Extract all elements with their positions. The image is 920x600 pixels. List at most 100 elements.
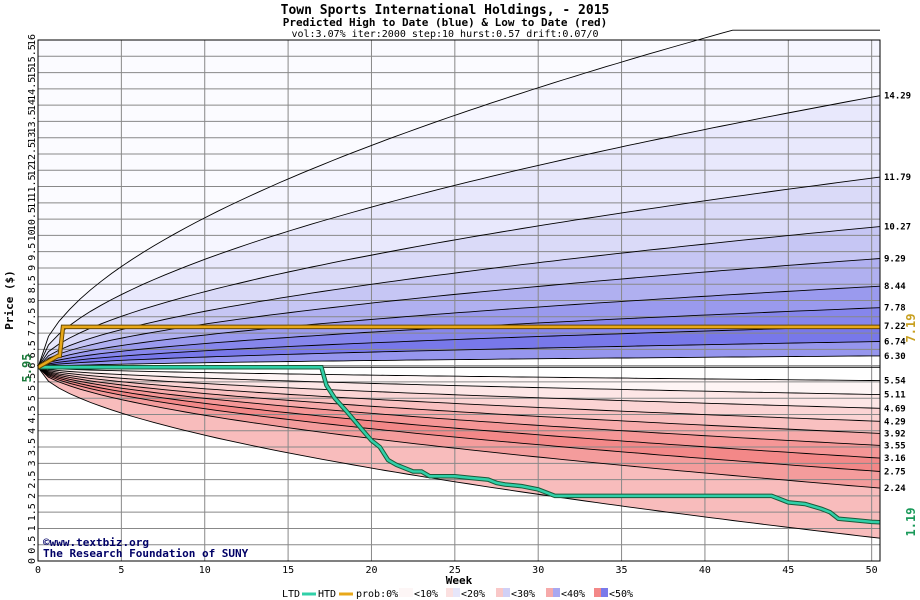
low-end-label-4: 3.92: [884, 429, 906, 439]
x-tick-label-15: 15: [282, 565, 294, 576]
percentile-line-12: [37, 366, 881, 409]
low-end-label-8: 2.24: [884, 484, 906, 494]
band-low-5: [38, 367, 880, 459]
band-low-4: [38, 367, 880, 446]
band-low-7: [38, 367, 880, 489]
legend-p10-label: <10%: [414, 589, 438, 600]
y-tick-label-25: 12.5: [27, 142, 38, 166]
band-high-3: [38, 226, 880, 368]
legend-swatch-40-blue: [601, 588, 608, 597]
y-tick-label-14: 7: [27, 330, 38, 336]
plot-frame: [37, 39, 881, 562]
grid-lines: [37, 39, 880, 562]
legend: LTD HTD prob:0% <10% <20% <30% <40% <50%: [282, 588, 633, 600]
band-high-6: [38, 307, 880, 368]
legend-ltd-label: LTD: [282, 589, 300, 600]
band-low-6: [38, 367, 880, 472]
x-axis-ticks: 0 5 10 15 20 25 30 35 40 45 50: [35, 565, 878, 576]
end-value-labels: 14.29 11.79 10.27 9.29 8.44 7.78 7.22 6.74 6.30 5…: [884, 92, 911, 494]
y-tick-label-2: 1: [27, 525, 38, 531]
y-tick-label-0: 0: [27, 558, 38, 564]
low-end-label-1: 5.11: [884, 391, 906, 401]
credit-copyright: ©www.textbiz.org: [43, 536, 149, 549]
legend-swatch-10-blue: [453, 588, 460, 597]
chart-title: Town Sports International Holdings, - 20…: [281, 3, 610, 18]
legend-swatch-30-red: [546, 588, 553, 597]
x-tick-label-35: 35: [616, 565, 628, 576]
htd-line: [37, 325, 880, 369]
y-tick-label-32: 16: [27, 34, 38, 46]
x-tick-label-50: 50: [866, 565, 878, 576]
percentile-line-14: [37, 366, 881, 434]
high-end-label-7: 6.74: [884, 338, 906, 348]
y-tick-label-13: 6.5: [27, 340, 38, 358]
low-end-label-7: 2.75: [884, 468, 906, 478]
y-tick-label-19: 9.5: [27, 243, 38, 261]
y-tick-label-27: 13.5: [27, 109, 38, 133]
legend-swatch-20-blue: [503, 588, 510, 597]
band-high-4: [38, 258, 880, 368]
high-end-label-3: 9.29: [884, 255, 906, 265]
y-tick-label-12: 6: [27, 363, 38, 369]
credit-url: www.textbiz.org: [50, 536, 149, 549]
band-high-core: [38, 355, 880, 368]
low-end-label-5: 3.55: [884, 441, 906, 451]
y-tick-label-6: 3: [27, 460, 38, 466]
y-tick-label-29: 14.5: [27, 77, 38, 101]
y-axis-ticks: 00.511.522.533.544.555.566.577.588.599.5…: [27, 34, 38, 564]
y-tick-label-10: 5: [27, 395, 38, 401]
percentile-line-7: [37, 325, 881, 368]
high-end-label-5: 7.78: [884, 304, 906, 314]
band-low-3: [38, 367, 880, 434]
high-end-label-0: 14.29: [884, 92, 911, 102]
percentile-line-8: [37, 341, 881, 368]
y-tick-label-18: 9: [27, 265, 38, 271]
low-end-label-3: 4.29: [884, 417, 906, 427]
percentile-line-11: [37, 366, 881, 396]
x-tick-label-30: 30: [532, 565, 544, 576]
chart-params: vol:3.07% iter:2000 step:10 hurst:0.57 d…: [291, 29, 598, 40]
percentile-line-9: [37, 355, 880, 368]
y-tick-label-1: 0.5: [27, 536, 38, 554]
percentile-line-18: [37, 366, 881, 489]
high-end-label-4: 8.44: [884, 282, 906, 292]
legend-p40-label: <40%: [561, 589, 585, 600]
x-tick-label-20: 20: [365, 565, 377, 576]
credits: ©www.textbiz.org The Research Foundation…: [43, 536, 249, 560]
band-low-core: [38, 367, 880, 381]
y-tick-label-22: 11: [27, 197, 38, 209]
legend-p30-label: <30%: [511, 589, 535, 600]
y-axis-label: Price ($): [3, 270, 16, 330]
x-tick-label-25: 25: [449, 565, 461, 576]
y-tick-label-17: 8.5: [27, 275, 38, 293]
y-tick-label-9: 4.5: [27, 405, 38, 423]
high-end-label-6: 7.22: [884, 322, 906, 332]
legend-p20-label: <20%: [461, 589, 485, 600]
percentile-line-16: [37, 366, 881, 459]
percentile-line-13: [37, 366, 881, 422]
y-tick-label-26: 13: [27, 132, 38, 144]
high-end-label-2: 10.27: [884, 223, 911, 233]
start-price-label: 5.95: [20, 354, 34, 383]
percentile-line-1: [37, 95, 881, 368]
chart-subtitle: Predicted High to Date (blue) & Low to D…: [283, 16, 608, 29]
band-low-2: [38, 367, 880, 422]
y-tick-label-21: 10.5: [27, 207, 38, 231]
ltd-last-label: 1.19: [904, 508, 918, 537]
low-end-label-6: 3.16: [884, 454, 906, 464]
credit-organization: The Research Foundation of SUNY: [43, 547, 249, 560]
y-tick-label-30: 15: [27, 67, 38, 79]
band-high-1: [38, 95, 880, 368]
percentile-line-19: [37, 367, 881, 539]
y-tick-label-23: 11.5: [27, 174, 38, 198]
x-tick-label-10: 10: [199, 565, 211, 576]
high-end-label-1: 11.79: [884, 173, 911, 183]
percentile-line-3: [37, 226, 881, 368]
band-high-8: [38, 341, 880, 368]
band-low-0: [38, 367, 880, 395]
band-high-7: [38, 325, 880, 368]
y-tick-label-15: 7.5: [27, 308, 38, 326]
y-tick-label-24: 12: [27, 164, 38, 176]
legend-prob-label: prob:0%: [356, 589, 398, 600]
